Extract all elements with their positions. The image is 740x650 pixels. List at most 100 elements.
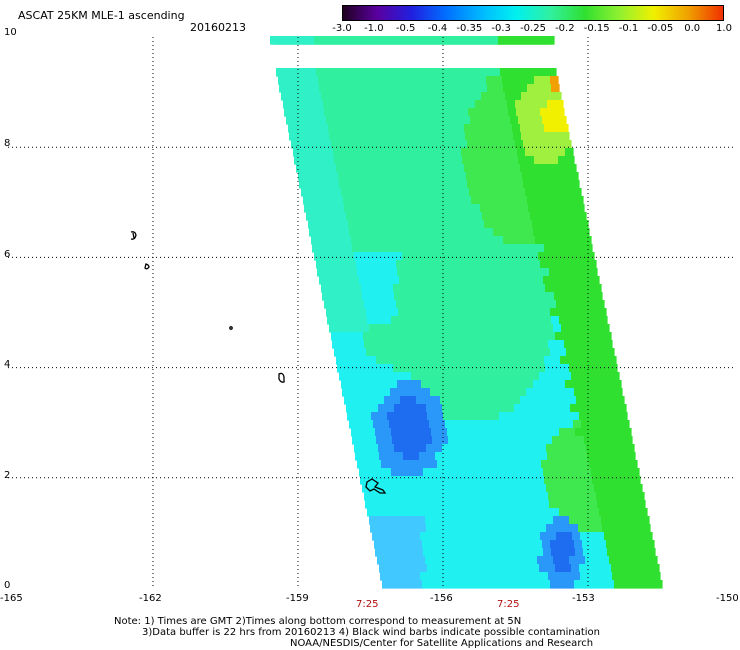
swath-cell — [441, 516, 450, 525]
swath-cell — [506, 292, 515, 301]
swath-cell — [557, 460, 566, 469]
swath-cell — [322, 252, 331, 261]
swath-cell — [276, 68, 285, 77]
swath-cell — [436, 340, 445, 349]
swath-cell — [489, 556, 498, 565]
swath-cell — [570, 252, 579, 261]
swath-cell — [538, 172, 547, 181]
swath-cell — [327, 196, 336, 205]
swath-cell — [448, 164, 457, 173]
swath-cell — [447, 236, 456, 245]
swath-cell — [353, 284, 362, 293]
swath-cell — [597, 420, 606, 429]
swath-cell — [477, 420, 486, 429]
swath-cell — [524, 108, 533, 117]
swath-cell — [364, 340, 373, 349]
swath-cell — [547, 180, 556, 189]
swath-cell — [426, 444, 435, 453]
swath-cell — [484, 492, 493, 501]
swath-cell — [505, 132, 514, 141]
swath-cell — [526, 540, 535, 549]
swath-cell — [404, 108, 413, 117]
swath-cell — [595, 412, 604, 421]
swath-cell — [483, 140, 492, 149]
swath-cell — [555, 412, 564, 421]
swath-cell — [349, 148, 358, 157]
swath-cell — [496, 204, 505, 213]
swath-cell — [523, 180, 532, 189]
swath-cell — [367, 276, 376, 285]
swath-cell — [588, 260, 597, 269]
swath-cell — [604, 492, 613, 501]
swath-cell — [548, 492, 557, 501]
swath-cell — [548, 572, 557, 581]
swath-cell — [485, 188, 494, 197]
swath-cell — [508, 532, 517, 541]
swath-cell — [571, 564, 580, 573]
swath-cell — [599, 548, 608, 557]
swath-cell — [635, 564, 644, 573]
swath-cell — [420, 68, 429, 77]
swath-cell — [538, 36, 547, 45]
swath-cell — [406, 76, 415, 85]
swath-cell — [596, 572, 605, 581]
swath-cell — [399, 548, 408, 557]
swath-cell — [482, 444, 491, 453]
swath-cell — [405, 188, 414, 197]
swath-cell — [410, 252, 419, 261]
note-line-1: Note: 1) Times are GMT 2)Times along bot… — [114, 616, 522, 627]
colorbar-label: -0.2 — [555, 23, 575, 34]
swath-cell — [545, 516, 554, 525]
swath-cell — [445, 500, 454, 509]
swath-cell — [324, 68, 333, 77]
swath-cell — [440, 436, 449, 445]
swath-cell — [532, 492, 541, 501]
swath-cell — [397, 420, 406, 429]
swath-cell — [476, 532, 485, 541]
swath-cell — [422, 116, 431, 125]
swath-cell — [575, 428, 584, 437]
swath-cell — [347, 332, 356, 341]
swath-cell — [321, 132, 330, 141]
swath-cell — [522, 444, 531, 453]
swath-cell — [490, 252, 499, 261]
swath-cell — [608, 436, 617, 445]
swath-cell — [523, 332, 532, 341]
swath-cell — [422, 540, 431, 549]
swath-cell — [546, 404, 555, 413]
swath-cell — [426, 404, 435, 413]
swath-cell — [589, 380, 598, 389]
swath-cell — [552, 124, 561, 133]
swath-cell — [410, 212, 419, 221]
swath-cell — [578, 444, 587, 453]
swath-cell — [610, 524, 619, 533]
swath-cell — [357, 228, 366, 237]
swath-cell — [416, 244, 425, 253]
swath-cell — [577, 364, 586, 373]
swath-cell — [617, 516, 626, 525]
swath-cell — [348, 340, 357, 349]
swath-cell — [441, 132, 450, 141]
swath-cell — [546, 172, 555, 181]
swath-cell — [588, 532, 597, 541]
swath-cell — [497, 92, 506, 101]
swath-cell — [301, 148, 310, 157]
swath-cell — [517, 228, 526, 237]
swath-cell — [464, 164, 473, 173]
swath-cell — [616, 436, 625, 445]
swath-cell — [625, 556, 634, 565]
swath-cell — [447, 84, 456, 93]
swath-cell — [347, 140, 356, 149]
swath-cell — [356, 300, 365, 309]
swath-cell — [493, 188, 502, 197]
swath-cell — [429, 420, 438, 429]
swath-cell — [402, 444, 411, 453]
swath-cell — [572, 492, 581, 501]
swath-cell — [468, 260, 477, 269]
swath-cell — [511, 196, 520, 205]
swath-cell — [408, 436, 417, 445]
swath-cell — [569, 284, 578, 293]
swath-cell — [462, 308, 471, 317]
swath-cell — [449, 556, 458, 565]
swath-cell — [392, 476, 401, 485]
